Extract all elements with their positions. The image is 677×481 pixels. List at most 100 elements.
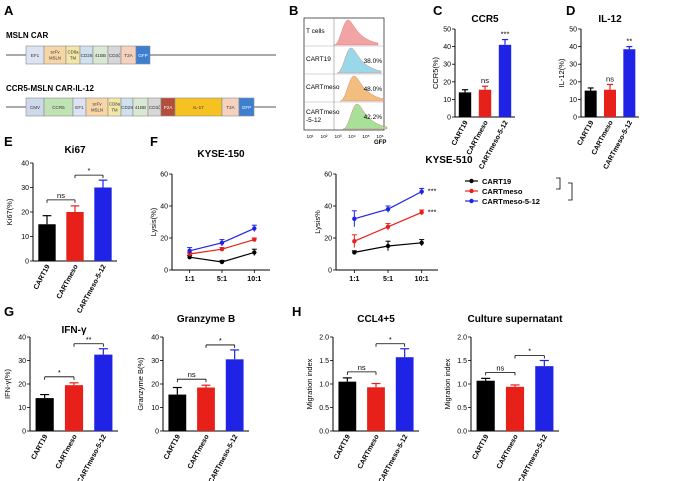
y-tick-label: 0 — [22, 429, 26, 436]
significance-label: *** — [428, 207, 437, 216]
y-axis-label: Lysis% — [313, 210, 322, 234]
bar — [584, 90, 597, 117]
y-tick-label: 40 — [569, 44, 577, 51]
chart-ki67: Ki67 0 10 20 30 40 Ki67(%) CART19 CARTmesoCARTme… — [5, 145, 117, 315]
data-point — [187, 248, 192, 253]
bar — [66, 212, 84, 261]
category-label: CART19 — [33, 264, 52, 291]
y-tick-label: 0 — [155, 429, 159, 436]
y-tick-label: 60 — [160, 172, 168, 179]
y-axis-label: IFN-γ(%) — [3, 369, 12, 399]
construct-segment-label: TM — [70, 56, 77, 61]
data-point — [252, 237, 257, 242]
category-label: CART19 — [163, 434, 182, 461]
chart-title: KYSE-510 — [425, 155, 473, 166]
y-axis-label: CCR5(%) — [431, 56, 440, 89]
construct-segment-label: EF1 — [31, 53, 40, 58]
construct-segment-label: TM — [111, 108, 118, 113]
y-tick-label: 0 — [164, 268, 168, 275]
data-point — [352, 239, 357, 244]
legend-label: CARTmeso — [482, 187, 523, 196]
category-label: CART19 — [333, 434, 352, 461]
flow-xtick: 10⁵ — [362, 134, 369, 140]
chart-ccr5: CCR501020304050CCR5(%)CART19CARTmesoCART… — [431, 14, 515, 171]
construct-segment — [135, 45, 151, 65]
y-tick-label: 20 — [18, 382, 26, 389]
bar — [35, 398, 54, 431]
flow-xtick: 10⁶ — [376, 134, 383, 140]
y-tick-label: 60 — [324, 172, 332, 179]
construct-segment-label: 41BB — [95, 53, 106, 58]
category-label: CARTmeso-5-12 — [77, 434, 109, 481]
y-axis-label: IL-12(%) — [557, 58, 566, 87]
chart-il12: IL-1201020304050IL-12(%)CART19CARTmesoCA… — [557, 14, 639, 171]
data-point — [419, 210, 424, 215]
bar — [535, 366, 554, 431]
series-line — [354, 191, 422, 220]
chart-title: CCR5 — [471, 14, 499, 25]
y-tick-label: 10 — [443, 97, 451, 104]
y-tick-label: 30 — [151, 358, 159, 365]
data-point — [187, 255, 192, 260]
y-axis-label: Migration index — [305, 358, 314, 409]
bar — [367, 387, 385, 431]
flow-xtick: 10³ — [335, 134, 342, 140]
bar — [478, 89, 492, 117]
y-tick-label: 40 — [151, 335, 159, 342]
y-tick-label: 0 — [328, 268, 332, 275]
y-tick-label: 50 — [569, 27, 577, 34]
construct-title-ccr5: CCR5-MSLN CAR-IL-12 — [6, 84, 95, 93]
data-point — [219, 259, 225, 265]
y-tick-label: 10 — [151, 405, 159, 412]
y-tick-label: 10 — [21, 234, 29, 241]
y-axis-label: Lysis(%) — [149, 207, 158, 236]
significance-label: *** — [501, 30, 510, 39]
construct-segment-label: CCR5 — [52, 105, 65, 110]
y-tick-label: 1.0 — [319, 382, 329, 389]
construct-segment-label: GFP — [138, 53, 147, 58]
y-tick-label: 20 — [151, 382, 159, 389]
bar — [623, 49, 636, 117]
data-point — [385, 224, 391, 229]
data-point — [252, 250, 257, 255]
y-tick-label: 0.5 — [457, 405, 467, 412]
y-tick-label: 0.0 — [319, 429, 329, 436]
flow-histogram-peak — [333, 19, 379, 46]
significance-label: * — [389, 335, 392, 344]
data-point — [385, 243, 391, 249]
y-tick-label: 20 — [569, 79, 577, 86]
y-tick-label: 20 — [160, 236, 168, 243]
y-axis-label: Granzyme B(%) — [136, 357, 145, 411]
construct-segment — [238, 97, 255, 117]
bar — [476, 380, 495, 431]
construct-segment-label: T2A — [124, 53, 133, 58]
category-label: CART19 — [451, 120, 470, 147]
significance-label: ns — [358, 363, 366, 372]
bar — [604, 89, 616, 117]
category-label: CART19 — [576, 120, 595, 147]
data-point — [419, 189, 424, 194]
significance-label: * — [88, 166, 91, 175]
construct-segment-label: CMV — [30, 105, 41, 110]
y-tick-label: 1.5 — [319, 358, 329, 365]
category-label: CARTmeso — [55, 434, 79, 471]
chart-ccl45: CCL4+5 0.0 0.5 1.0 1.5 2.0 Migration index CART… — [305, 314, 419, 481]
y-tick-label: 10 — [18, 405, 26, 412]
flow-xtick: 10² — [321, 134, 328, 140]
construct-segment-label: scFv — [92, 102, 102, 107]
y-tick-label: 1.5 — [457, 358, 467, 365]
y-tick-label: 50 — [443, 27, 451, 34]
bar — [395, 357, 414, 431]
y-tick-label: 0.0 — [457, 429, 467, 436]
y-axis-label: Migration index — [443, 358, 452, 409]
data-point — [419, 240, 424, 245]
y-tick-label: 30 — [18, 358, 26, 365]
bar — [458, 92, 472, 117]
x-tick-label: 10:1 — [415, 276, 429, 283]
significance-label: ns — [606, 74, 614, 83]
data-point — [352, 250, 357, 255]
